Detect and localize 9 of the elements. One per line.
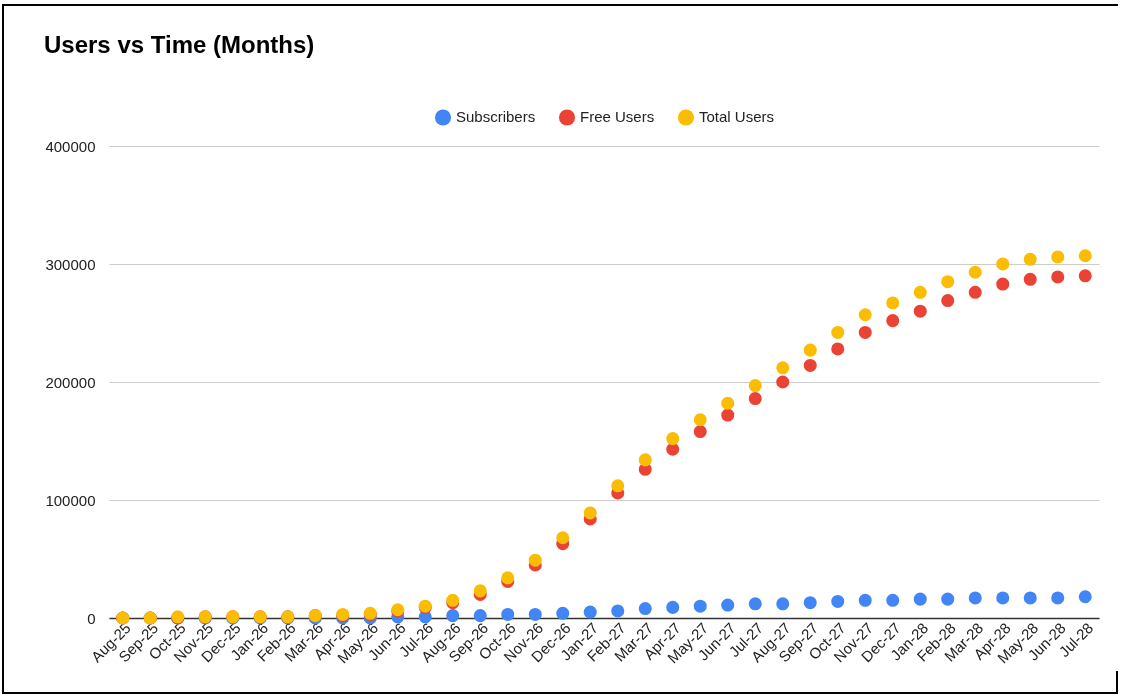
chart-title: Users vs Time (Months) bbox=[44, 31, 315, 58]
legend-label: Total Users bbox=[699, 108, 775, 126]
y-tick-label: 300000 bbox=[45, 255, 96, 273]
y-tick-label: 200000 bbox=[45, 373, 96, 391]
y-tick-label: 100000 bbox=[45, 491, 96, 509]
legend-label: Free Users bbox=[580, 108, 655, 126]
y-tick-label: 400000 bbox=[45, 137, 96, 155]
legend-label: Subscribers bbox=[456, 108, 536, 126]
y-tick-label: 0 bbox=[87, 609, 96, 627]
